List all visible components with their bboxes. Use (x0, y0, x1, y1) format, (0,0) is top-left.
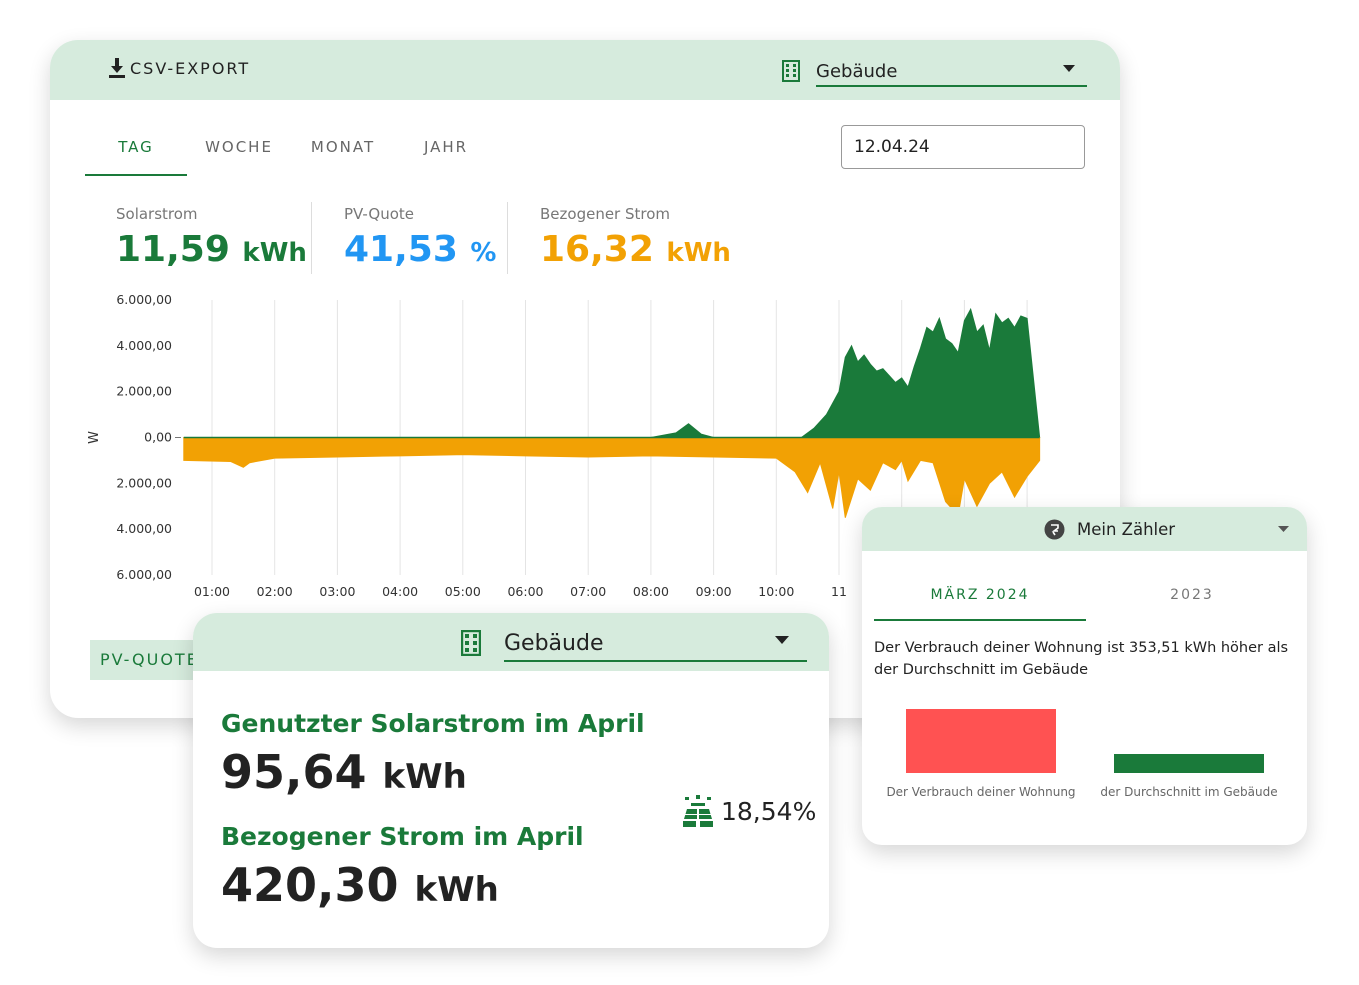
csv-export-button[interactable]: CSV-EXPORT (108, 58, 250, 78)
download-icon (109, 58, 125, 78)
solar-value: 95,64 kWh (221, 745, 467, 799)
building-icon (461, 630, 481, 656)
tab-monat[interactable]: MONAT (310, 138, 376, 156)
tab-maerz-2024[interactable]: MÄRZ 2024 (874, 587, 1086, 621)
kpi-bezogener-strom-value: 16,32 kWh (540, 229, 731, 270)
building-select[interactable]: Gebäude (461, 623, 807, 663)
x-tick-label: 09:00 (696, 584, 732, 599)
x-tick-label: 05:00 (445, 584, 481, 599)
kpi-solarstrom-value: 11,59 kWh (116, 229, 307, 270)
solar-unit: kWh (382, 757, 467, 797)
energy-dashboard-card: CSV-EXPORT Gebäude TAG WOCHE MONAT JAHR … (50, 40, 1120, 718)
kpi-bezogener-strom-unit: kWh (666, 238, 731, 268)
pv-quote-tab[interactable]: PV-QUOTE (90, 640, 200, 680)
x-tick-label: 11 (831, 584, 847, 599)
kpi-divider (311, 202, 312, 274)
card-header: Gebäude (193, 613, 829, 671)
card-header: Mein Zähler (862, 507, 1307, 551)
tab-2023[interactable]: 2023 (1170, 587, 1214, 603)
kpi-solarstrom-title: Solarstrom (116, 205, 198, 223)
x-tick-label: 08:00 (633, 584, 669, 599)
select-underline (816, 85, 1087, 87)
dropdown-arrow-icon (1278, 526, 1289, 532)
tab-woche[interactable]: WOCHE (205, 138, 273, 156)
grid-number: 420,30 (221, 858, 399, 912)
x-tick-label: 07:00 (570, 584, 606, 599)
x-tick-label: 10:00 (758, 584, 794, 599)
solar-production-area (183, 307, 1041, 438)
csv-export-label: CSV-EXPORT (130, 58, 251, 78)
building-summary-card: Gebäude Genutzter Solarstrom im April 95… (193, 613, 829, 948)
meter-select[interactable]: Mein Zähler (1044, 515, 1289, 543)
x-tick-label: 06:00 (507, 584, 543, 599)
grid-title: Bezogener Strom im April (221, 822, 584, 851)
grid-unit: kWh (414, 870, 499, 910)
y-tick-label: 4.000,00 (116, 338, 172, 353)
y-axis-label: W (87, 431, 102, 444)
kpi-bezogener-strom: Bezogener Strom 16,32 kWh (540, 205, 731, 270)
meter-comparison-card: Mein Zähler MÄRZ 2024 2023 Der Verbrauch… (862, 507, 1307, 845)
apartment-consumption-bar (906, 709, 1056, 773)
y-tick-label: 2.000,00 (116, 475, 172, 490)
kpi-solarstrom-unit: kWh (242, 238, 307, 268)
solar-title: Genutzter Solarstrom im April (221, 709, 645, 738)
apartment-consumption-label: Der Verbrauch deiner Wohnung (886, 785, 1076, 799)
kpi-pv-quote-value: 41,53 % (344, 229, 496, 270)
building-average-bar (1114, 754, 1264, 773)
building-select-value: Gebäude (504, 630, 604, 656)
x-tick-label: 04:00 (382, 584, 418, 599)
x-tick-label: 02:00 (257, 584, 293, 599)
kpi-pv-quote-unit: % (470, 238, 497, 268)
kpi-pv-quote-number: 41,53 (344, 229, 458, 270)
y-tick-label: 6.000,00 (116, 567, 172, 582)
date-input[interactable] (841, 125, 1085, 169)
grid-consumption-area (183, 437, 1041, 518)
dropdown-arrow-icon (775, 636, 789, 644)
y-tick-label: 4.000,00 (116, 521, 172, 536)
period-tabs: TAG WOCHE MONAT JAHR (85, 130, 497, 176)
kpi-bezogener-strom-title: Bezogener Strom (540, 205, 671, 223)
kpi-solarstrom: Solarstrom 11,59 kWh (116, 205, 307, 270)
kpi-pv-quote: PV-Quote 41,53 % (344, 205, 496, 270)
grid-value: 420,30 kWh (221, 858, 499, 912)
y-tick-label: 0,00 (144, 430, 172, 445)
pv-percent-value: 18,54% (721, 796, 817, 826)
building-icon (782, 60, 800, 82)
select-underline (504, 660, 807, 662)
dropdown-arrow-icon (1063, 65, 1075, 72)
solar-panel-icon (683, 795, 713, 827)
pv-percent: 18,54% (683, 795, 816, 827)
meter-select-value: Mein Zähler (1077, 519, 1176, 539)
building-select-value: Gebäude (816, 60, 898, 82)
x-tick-label: 03:00 (319, 584, 355, 599)
x-tick-label: 01:00 (194, 584, 230, 599)
building-select[interactable]: Gebäude (782, 54, 1087, 88)
meter-icon (1044, 519, 1065, 539)
card-header: CSV-EXPORT Gebäude (50, 40, 1120, 100)
kpi-solarstrom-number: 11,59 (116, 229, 230, 270)
tab-jahr[interactable]: JAHR (423, 138, 469, 156)
kpi-divider (507, 202, 508, 274)
kpi-bezogener-strom-number: 16,32 (540, 229, 654, 270)
y-tick-label: 2.000,00 (116, 384, 172, 399)
kpi-pv-quote-title: PV-Quote (344, 205, 414, 223)
y-tick-label: 6.000,00 (116, 292, 172, 307)
tab-tag[interactable]: TAG (85, 130, 187, 176)
power-area-chart: 6.000,00 4.000,00 2.000,00 0,00 2.000,00 4.00… (87, 292, 1041, 599)
comparison-text: Der Verbrauch deiner Wohnung ist 353,51 … (874, 640, 1289, 678)
meter-period-tabs: MÄRZ 2024 2023 (874, 587, 1298, 621)
building-average-label: der Durchschnitt im Gebäude (1100, 785, 1278, 799)
solar-number: 95,64 (221, 745, 367, 799)
